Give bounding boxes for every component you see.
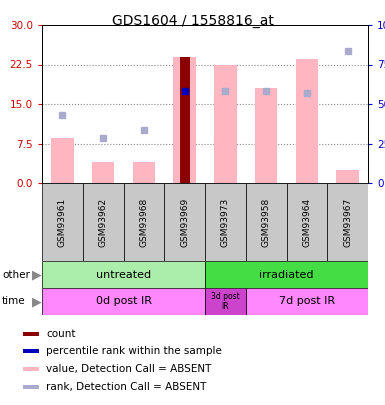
Bar [83,183,124,261]
Text: GSM93964: GSM93964 [302,198,311,247]
Bar [255,88,277,183]
Text: GSM93967: GSM93967 [343,197,352,247]
Bar [246,183,286,261]
Bar [179,57,190,183]
Bar [23,367,39,371]
Text: ▶: ▶ [32,268,42,281]
Text: rank, Detection Call = ABSENT: rank, Detection Call = ABSENT [46,382,206,392]
Bar [23,332,39,336]
Text: 0d post IR: 0d post IR [95,296,152,307]
Text: 3d post
IR: 3d post IR [211,292,240,311]
Bar [214,64,236,183]
Text: percentile rank within the sample: percentile rank within the sample [46,346,222,356]
Bar [42,261,205,288]
Text: GSM93962: GSM93962 [99,198,108,247]
Bar [124,183,164,261]
Text: other: other [2,269,30,279]
Bar [51,138,74,183]
Bar [92,162,114,183]
Bar [286,183,327,261]
Text: irradiated: irradiated [259,269,314,279]
Bar [133,162,155,183]
Text: value, Detection Call = ABSENT: value, Detection Call = ABSENT [46,364,211,374]
Text: count: count [46,329,75,339]
Bar [327,183,368,261]
Text: 7d post IR: 7d post IR [279,296,335,307]
Bar [296,59,318,183]
Text: untreated: untreated [96,269,151,279]
Bar [336,170,359,183]
Text: time: time [2,296,25,307]
Bar [23,385,39,389]
Bar [246,288,368,315]
Text: GSM93973: GSM93973 [221,197,230,247]
Bar [42,183,83,261]
Text: ▶: ▶ [32,295,42,308]
Bar [42,288,205,315]
Bar [173,57,196,183]
Text: GSM93961: GSM93961 [58,197,67,247]
Bar [205,261,368,288]
Bar [205,288,246,315]
Text: GSM93958: GSM93958 [262,197,271,247]
Bar [23,349,39,353]
Text: GSM93969: GSM93969 [180,197,189,247]
Text: GSM93968: GSM93968 [139,197,148,247]
Text: GDS1604 / 1558816_at: GDS1604 / 1558816_at [112,14,273,28]
Bar [164,183,205,261]
Bar [205,183,246,261]
